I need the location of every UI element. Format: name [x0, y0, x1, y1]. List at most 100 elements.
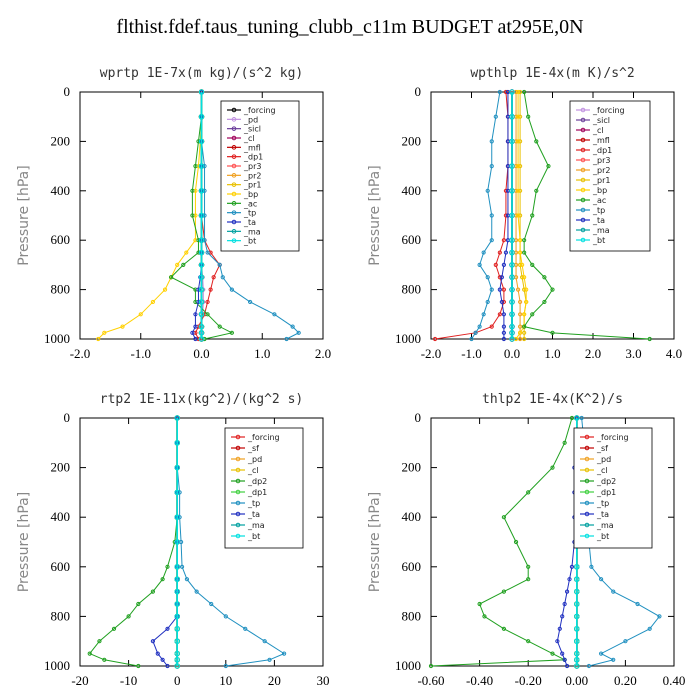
legend-label: _forcing	[243, 106, 276, 115]
data-point	[174, 650, 180, 657]
x-tick-label: -0.40	[466, 673, 493, 688]
data-point	[284, 336, 289, 342]
data-point	[647, 626, 652, 631]
legend-marker	[235, 511, 241, 517]
data-point	[198, 237, 205, 243]
legend-label: _mfl	[243, 143, 261, 152]
data-point	[550, 651, 555, 656]
data-point	[522, 336, 527, 342]
y-tick-label: 200	[402, 460, 422, 475]
data-point	[150, 589, 155, 594]
data-point	[196, 287, 201, 292]
data-point	[522, 89, 527, 95]
y-tick-label: 1000	[44, 658, 70, 673]
y-tick-label: 600	[402, 559, 422, 574]
data-point	[193, 312, 198, 317]
legend-label: _cl	[243, 134, 255, 143]
y-tick-label: 1000	[395, 331, 421, 346]
data-point	[530, 262, 535, 267]
data-point	[518, 250, 523, 255]
legend-label: _dp1	[247, 488, 267, 497]
legend-marker	[231, 117, 237, 122]
data-point	[172, 539, 177, 545]
data-point	[174, 440, 180, 446]
legend-marker	[235, 456, 241, 462]
data-point	[198, 262, 205, 268]
data-point	[198, 212, 205, 219]
legend-marker	[231, 154, 237, 159]
data-point	[194, 589, 199, 594]
data-point	[205, 299, 210, 305]
y-tick-label: 200	[51, 133, 71, 148]
legend-label: _bt	[243, 237, 256, 246]
data-point	[501, 515, 506, 520]
data-point	[509, 274, 515, 280]
data-point	[136, 663, 141, 669]
data-point	[567, 577, 572, 582]
data-point	[501, 589, 506, 594]
data-point	[522, 238, 527, 243]
legend-label: _sf	[247, 444, 259, 453]
data-point	[522, 275, 527, 280]
x-tick-label: 20	[268, 673, 281, 688]
series-line	[430, 417, 573, 667]
data-point	[190, 330, 195, 335]
legend-label: _forcing	[592, 106, 625, 115]
data-point	[574, 564, 580, 570]
data-point	[524, 299, 529, 305]
data-point	[515, 287, 521, 292]
legend-marker	[584, 511, 590, 517]
legend-marker	[580, 217, 586, 223]
chart-panel-4: thlp2 1E-4x(K^2)/s Pressure [hPa] 0 200 400 6…	[367, 392, 685, 688]
data-point	[579, 415, 584, 421]
legend-label: _cl	[592, 126, 604, 135]
data-point	[509, 311, 515, 317]
legend-label: _dp1	[592, 146, 612, 155]
data-point	[190, 213, 195, 218]
y-axis-label: Pressure [hPa]	[367, 492, 383, 592]
data-point	[477, 324, 482, 329]
data-point	[174, 626, 180, 632]
y-axis-label: Pressure [hPa]	[367, 165, 383, 265]
data-point	[542, 275, 547, 280]
data-point	[220, 275, 225, 280]
legend-marker	[231, 163, 237, 169]
legend-label: _forcing	[596, 433, 629, 442]
legend-marker	[580, 157, 586, 163]
data-point	[509, 237, 515, 243]
plot-frame	[79, 417, 324, 667]
legend-marker	[231, 210, 237, 215]
legend-label: _pr2	[592, 166, 610, 175]
data-point	[165, 663, 170, 669]
data-point	[211, 275, 216, 280]
data-point	[248, 299, 253, 305]
data-point	[515, 213, 521, 218]
legend-label: _tp	[592, 206, 605, 215]
data-point	[217, 324, 222, 329]
x-tick-label: 10	[219, 673, 232, 688]
y-axis-label: Pressure [hPa]	[16, 165, 32, 265]
x-tick-label: 0	[174, 673, 181, 688]
legend-label: _pd	[247, 455, 262, 464]
data-point	[97, 639, 102, 644]
data-point	[477, 262, 482, 267]
data-point	[509, 249, 515, 256]
data-point	[534, 139, 539, 144]
data-point	[493, 114, 498, 119]
data-point	[481, 250, 486, 255]
x-tick-label: 1.0	[254, 346, 270, 361]
y-tick-label: 600	[402, 232, 422, 247]
data-point	[208, 287, 213, 292]
data-point	[155, 651, 160, 656]
data-point	[501, 330, 506, 335]
data-point	[550, 287, 555, 292]
data-point	[501, 324, 506, 329]
legend-label: _pd	[596, 455, 611, 464]
data-point	[177, 490, 182, 495]
data-point	[518, 330, 523, 335]
legend-marker	[231, 219, 237, 225]
x-tick-label: 1.0	[544, 346, 560, 361]
legend-label: _tp	[596, 499, 609, 508]
legend-marker	[584, 533, 590, 539]
data-point	[509, 286, 515, 293]
